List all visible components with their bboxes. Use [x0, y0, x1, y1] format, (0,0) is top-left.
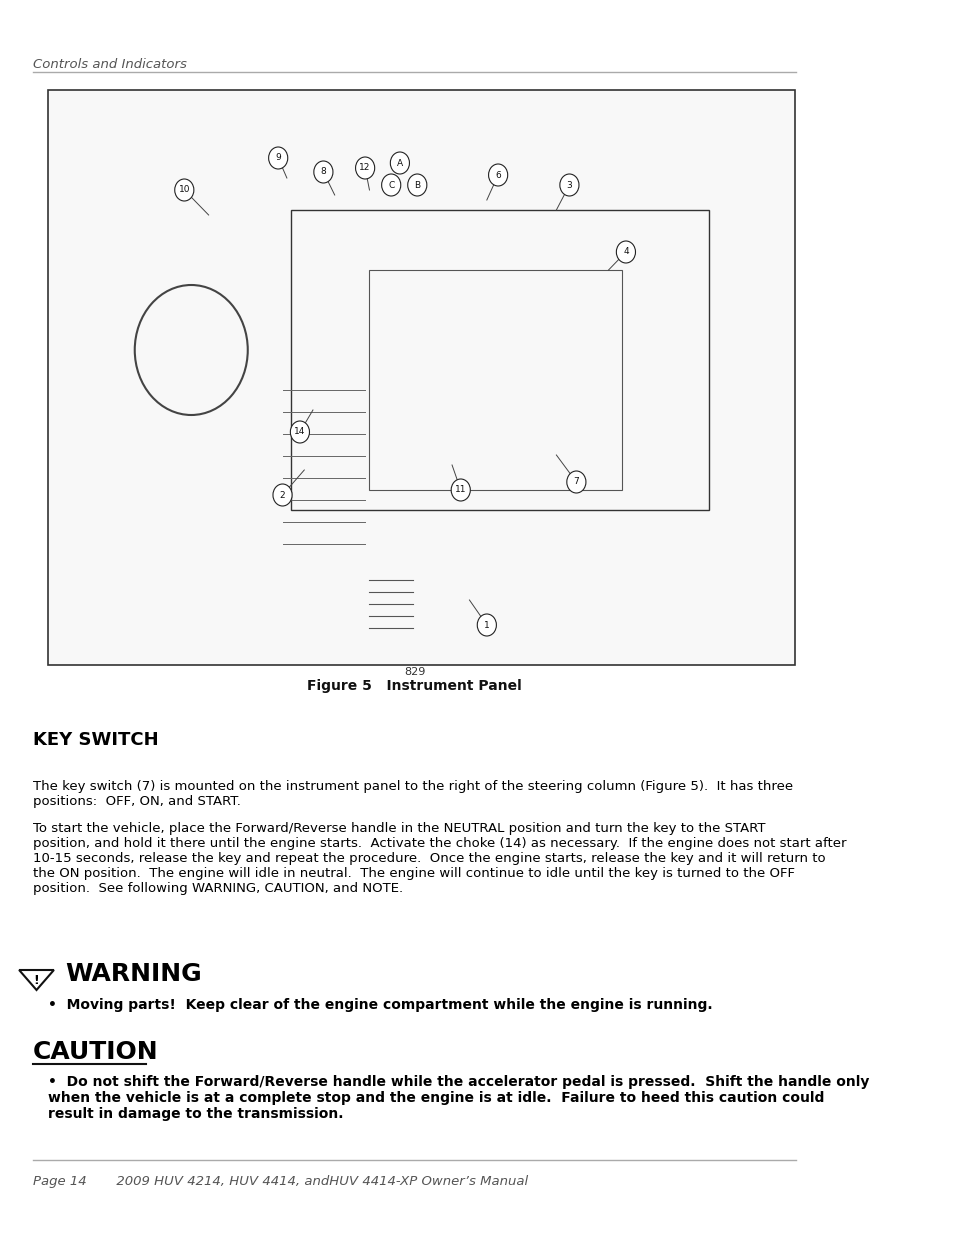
Text: 7: 7 — [573, 478, 578, 487]
Text: •  Moving parts!  Keep clear of the engine compartment while the engine is runni: • Moving parts! Keep clear of the engine… — [48, 998, 712, 1011]
Circle shape — [269, 147, 288, 169]
Text: 2: 2 — [279, 490, 285, 499]
Circle shape — [616, 241, 635, 263]
Circle shape — [174, 179, 193, 201]
Bar — [369, 270, 621, 490]
Text: To start the vehicle, place the Forward/Reverse handle in the NEUTRAL position a: To start the vehicle, place the Forward/… — [33, 823, 845, 895]
Text: 12: 12 — [359, 163, 371, 173]
Text: !: ! — [33, 973, 39, 987]
Bar — [291, 210, 708, 510]
Text: WARNING: WARNING — [65, 962, 202, 986]
Circle shape — [381, 174, 400, 196]
Text: C: C — [388, 180, 394, 189]
Circle shape — [390, 152, 409, 174]
Text: CAUTION: CAUTION — [33, 1040, 158, 1065]
Circle shape — [559, 174, 578, 196]
Text: 3: 3 — [566, 180, 572, 189]
Text: The key switch (7) is mounted on the instrument panel to the right of the steeri: The key switch (7) is mounted on the ins… — [33, 781, 792, 808]
Text: KEY SWITCH: KEY SWITCH — [33, 731, 158, 748]
Circle shape — [566, 471, 585, 493]
Circle shape — [290, 421, 309, 443]
Circle shape — [407, 174, 426, 196]
FancyBboxPatch shape — [48, 90, 795, 664]
Text: Page 14       2009 HUV 4214, HUV 4414, andHUV 4414-XP Owner’s Manual: Page 14 2009 HUV 4214, HUV 4414, andHUV … — [33, 1174, 528, 1188]
Text: 14: 14 — [294, 427, 305, 436]
Text: 829: 829 — [403, 667, 425, 677]
Circle shape — [488, 164, 507, 186]
Text: 6: 6 — [495, 170, 500, 179]
Circle shape — [273, 484, 292, 506]
Text: Figure 5   Instrument Panel: Figure 5 Instrument Panel — [307, 679, 521, 693]
Text: •  Do not shift the Forward/Reverse handle while the accelerator pedal is presse: • Do not shift the Forward/Reverse handl… — [48, 1074, 868, 1121]
Text: Controls and Indicators: Controls and Indicators — [33, 58, 187, 70]
Text: 8: 8 — [320, 168, 326, 177]
Circle shape — [355, 157, 375, 179]
Text: 1: 1 — [483, 620, 489, 630]
Circle shape — [476, 614, 496, 636]
Circle shape — [314, 161, 333, 183]
Text: 11: 11 — [455, 485, 466, 494]
Text: B: B — [414, 180, 420, 189]
Text: 10: 10 — [178, 185, 190, 194]
Text: A: A — [396, 158, 402, 168]
Text: 4: 4 — [622, 247, 628, 257]
Text: 9: 9 — [275, 153, 281, 163]
Circle shape — [451, 479, 470, 501]
